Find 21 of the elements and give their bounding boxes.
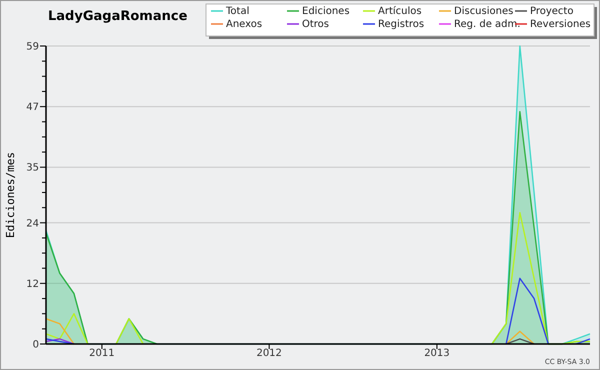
x-tick-label: 2011 bbox=[89, 348, 115, 359]
x-tick-label: 2012 bbox=[256, 348, 282, 359]
y-tick-label: 0 bbox=[32, 340, 39, 350]
y-tick-label: 24 bbox=[26, 218, 39, 230]
y-tick-label: 35 bbox=[26, 162, 39, 174]
legend-label: Anexos bbox=[226, 19, 262, 30]
y-tick-label: 47 bbox=[26, 102, 39, 114]
legend-label: Total bbox=[225, 6, 250, 17]
legend-label: Proyecto bbox=[530, 6, 574, 17]
legend-label: Artículos bbox=[378, 6, 422, 17]
y-tick-label: 12 bbox=[26, 278, 39, 290]
legend-label: Registros bbox=[378, 19, 424, 30]
legend-label: Discusiones bbox=[454, 6, 514, 17]
x-tick-label: 2013 bbox=[424, 348, 450, 359]
y-axis-title: Ediciones/mes bbox=[4, 152, 17, 238]
legend-label: Reg. de adm. bbox=[454, 19, 520, 30]
y-tick-label: 59 bbox=[26, 42, 39, 52]
legend-label: Ediciones bbox=[302, 6, 350, 17]
chart-title: LadyGagaRomance bbox=[48, 9, 188, 24]
legend-label: Otros bbox=[302, 19, 330, 30]
legend-label: Reversiones bbox=[530, 19, 591, 30]
